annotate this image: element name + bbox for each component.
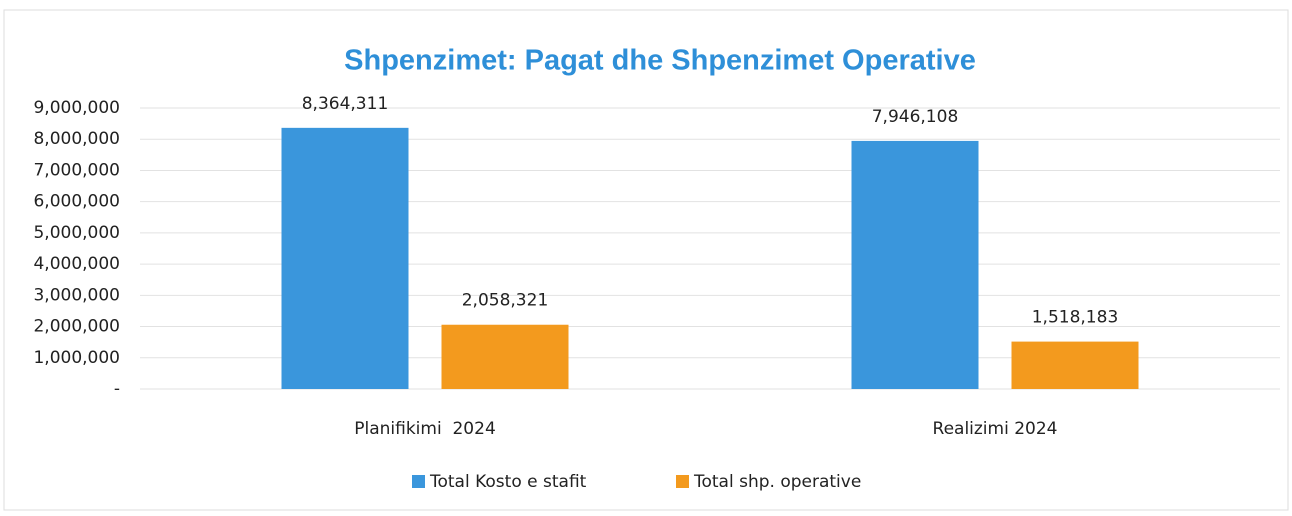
bar xyxy=(441,324,569,389)
chart-frame xyxy=(3,9,1289,511)
y-tick-label: 1,000,000 xyxy=(33,348,120,368)
value-label: 1,518,183 xyxy=(1032,308,1119,328)
legend-label: Total Kosto e stafit xyxy=(429,472,587,492)
y-tick-label: 2,000,000 xyxy=(33,317,120,337)
bar xyxy=(1011,341,1139,389)
legend-swatch xyxy=(676,475,689,488)
y-tick-label: 4,000,000 xyxy=(33,254,120,274)
chart-title: Shpenzimet: Pagat dhe Shpenzimet Operati… xyxy=(344,45,976,77)
y-tick-label: 9,000,000 xyxy=(33,98,120,118)
y-tick-label: - xyxy=(114,379,120,399)
value-label: 8,364,311 xyxy=(302,94,389,114)
y-tick-label: 3,000,000 xyxy=(33,285,120,305)
value-label: 2,058,321 xyxy=(462,291,549,311)
legend-swatch xyxy=(412,475,425,488)
bar xyxy=(281,127,409,389)
x-tick-label: Planifikimi 2024 xyxy=(354,419,496,439)
x-tick-label: Realizimi 2024 xyxy=(933,419,1058,439)
y-tick-label: 5,000,000 xyxy=(33,223,120,243)
y-tick-label: 7,000,000 xyxy=(33,160,120,180)
value-label: 7,946,108 xyxy=(872,107,959,127)
bar xyxy=(851,140,979,389)
legend-label: Total shp. operative xyxy=(693,472,861,492)
y-tick-label: 6,000,000 xyxy=(33,192,120,212)
y-tick-label: 8,000,000 xyxy=(33,129,120,149)
